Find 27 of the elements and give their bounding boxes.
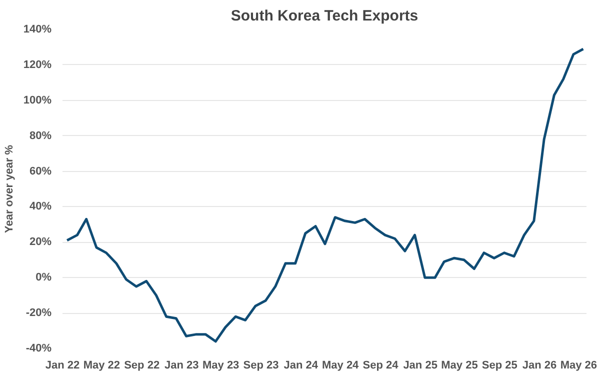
y-tick-label: 80% [29,130,52,142]
x-tick-label: May 23 [202,360,240,372]
line-series [66,48,584,343]
y-tick-label: 40% [29,200,52,213]
y-tick-label: -20% [26,307,52,320]
y-tick-label: 140% [23,24,52,36]
x-tick-label: May 26 [560,360,598,372]
x-tick-label: Jan 24 [284,360,319,372]
y-tick-label: 0% [36,272,52,284]
y-tick-label: -40% [26,342,52,354]
x-tick-label: Jan 22 [45,360,80,372]
y-tick-label: 100% [23,94,52,106]
x-tick-label: May 25 [441,360,478,372]
x-tick-label: May 22 [83,360,120,372]
x-tick-label: Sep 25 [482,360,518,372]
x-tick-label: Sep 24 [362,360,400,372]
x-tick-label: Sep 22 [124,360,160,372]
y-tick-label: 20% [29,236,52,248]
x-tick-label: Jan 23 [164,360,199,372]
y-tick-label: 120% [23,58,52,71]
y-axis-title: Year over year % [3,144,16,234]
x-tick-label: Sep 23 [243,360,279,372]
x-tick-label: May 24 [322,360,360,372]
chart-title: South Korea Tech Exports [230,8,418,24]
x-tick-label: Jan 26 [522,360,557,372]
y-tick-label: 60% [29,165,52,178]
x-tick-label: Jan 25 [403,360,438,372]
